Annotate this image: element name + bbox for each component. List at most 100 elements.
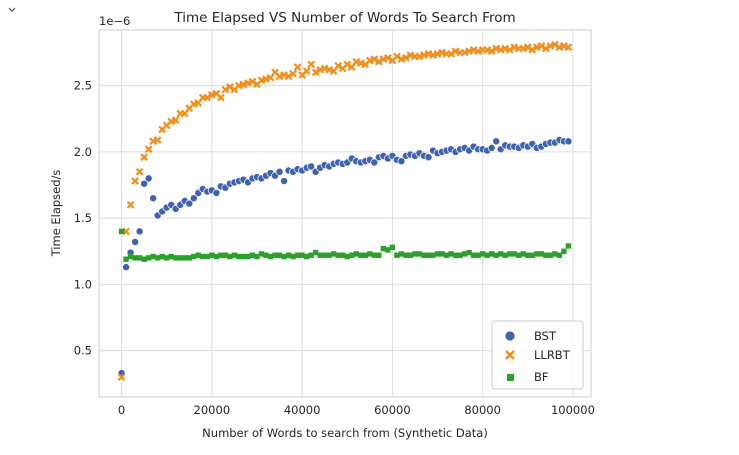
data-point-bf — [321, 252, 328, 258]
data-point-llrbt — [551, 40, 559, 49]
data-point-bf — [430, 252, 436, 258]
data-point-llrbt — [393, 52, 401, 61]
data-point-bf — [267, 253, 274, 260]
legend-label-bf: BF — [534, 370, 549, 384]
data-point-bst — [140, 179, 149, 188]
data-point-bf — [168, 253, 174, 260]
data-point-bf — [272, 252, 278, 258]
data-point-bf — [344, 253, 350, 260]
data-point-bf — [154, 255, 161, 261]
data-point-llrbt — [528, 45, 537, 54]
y-tick-label: 1.0 — [74, 277, 92, 291]
legend-marker-llrbt — [505, 350, 515, 360]
data-point-bf — [312, 249, 319, 256]
data-point-llrbt — [370, 55, 379, 64]
data-point-bf — [358, 252, 364, 258]
data-point-bf — [285, 252, 292, 258]
data-point-llrbt — [284, 72, 293, 81]
data-point-bf — [213, 253, 220, 260]
data-point-llrbt — [144, 145, 153, 154]
chevron-down-icon[interactable] — [4, 2, 20, 18]
data-point-bf — [403, 252, 409, 258]
data-point-bf — [231, 252, 238, 258]
data-point-bst — [135, 227, 144, 236]
data-point-bf — [443, 252, 450, 258]
data-point-bf — [398, 251, 405, 257]
data-point-bf — [281, 253, 287, 260]
legend: BST LLRBT BF — [491, 320, 584, 390]
y-tick-label: 2.5 — [74, 79, 92, 93]
y-tick-label: 2.0 — [74, 145, 92, 159]
data-point-bf — [394, 252, 400, 258]
data-point-bf — [367, 251, 373, 257]
data-point-bf — [502, 252, 508, 258]
data-point-llrbt — [131, 177, 139, 185]
data-point-llrbt — [293, 63, 302, 71]
data-point-bf — [362, 252, 369, 258]
x-tick-label: 40000 — [284, 403, 321, 417]
data-point-llrbt — [505, 45, 514, 54]
data-point-bf — [466, 249, 472, 256]
data-point-bst — [144, 174, 153, 183]
data-point-bf — [452, 252, 459, 258]
data-point-llrbt — [487, 47, 496, 56]
data-point-bf — [258, 251, 265, 257]
data-point-bst — [307, 162, 316, 171]
data-point-bf — [493, 252, 499, 258]
data-point-bf — [123, 256, 129, 262]
data-point-bf — [552, 251, 558, 257]
data-point-bf — [218, 252, 224, 258]
data-point-bst — [212, 189, 221, 197]
data-point-llrbt — [126, 201, 135, 209]
x-tick-labels: 0 20000 40000 60000 80000 100000 — [118, 403, 595, 417]
data-point-bf — [507, 251, 513, 257]
data-point-llrbt — [153, 136, 162, 144]
data-point-bst — [370, 158, 379, 167]
data-point-bf — [245, 253, 251, 260]
data-point-llrbt — [402, 53, 410, 62]
data-point-bf — [538, 251, 545, 257]
data-point-bf — [127, 253, 134, 260]
x-tick-label: 0 — [118, 403, 125, 417]
data-point-llrbt — [171, 116, 180, 124]
data-point-bf — [479, 251, 486, 257]
data-point-bf — [376, 252, 382, 258]
data-point-bf — [461, 251, 468, 257]
data-point-llrbt — [307, 60, 316, 69]
data-point-llrbt — [564, 43, 573, 52]
data-point-llrbt — [343, 60, 352, 69]
y-tick-label: 1.5 — [74, 211, 92, 225]
data-point-bst — [185, 199, 194, 208]
data-point-llrbt — [226, 83, 234, 91]
data-point-bf — [547, 252, 554, 258]
data-point-bf — [434, 251, 441, 257]
data-point-bf — [299, 252, 305, 258]
legend-marker-bf — [507, 374, 514, 381]
data-point-bst — [397, 157, 406, 166]
data-point-bf — [191, 253, 197, 260]
data-point-bf — [511, 251, 517, 257]
y-tick-labels: 0.5 1.0 1.5 2.0 2.5 — [74, 79, 92, 358]
data-point-llrbt — [523, 43, 532, 52]
data-point-bf — [150, 253, 156, 260]
data-point-llrbt — [135, 167, 144, 176]
data-point-llrbt — [117, 373, 126, 382]
data-point-bst — [275, 167, 284, 176]
x-tick-label: 80000 — [464, 403, 501, 417]
data-point-bst — [280, 177, 289, 185]
data-point-bf — [407, 252, 414, 258]
data-point-bf — [534, 251, 540, 257]
y-offset-text: 1e−6 — [99, 14, 130, 28]
data-point-bf — [195, 252, 202, 258]
data-point-llrbt — [140, 153, 149, 162]
data-point-bf — [186, 255, 192, 261]
data-point-bf — [556, 252, 563, 258]
data-point-bf — [488, 251, 495, 257]
data-point-bf — [182, 255, 188, 261]
data-point-bf — [380, 245, 387, 252]
data-point-bf — [173, 255, 179, 261]
data-point-bst — [492, 137, 501, 146]
data-point-bf — [326, 252, 332, 258]
data-point-llrbt — [447, 49, 455, 58]
